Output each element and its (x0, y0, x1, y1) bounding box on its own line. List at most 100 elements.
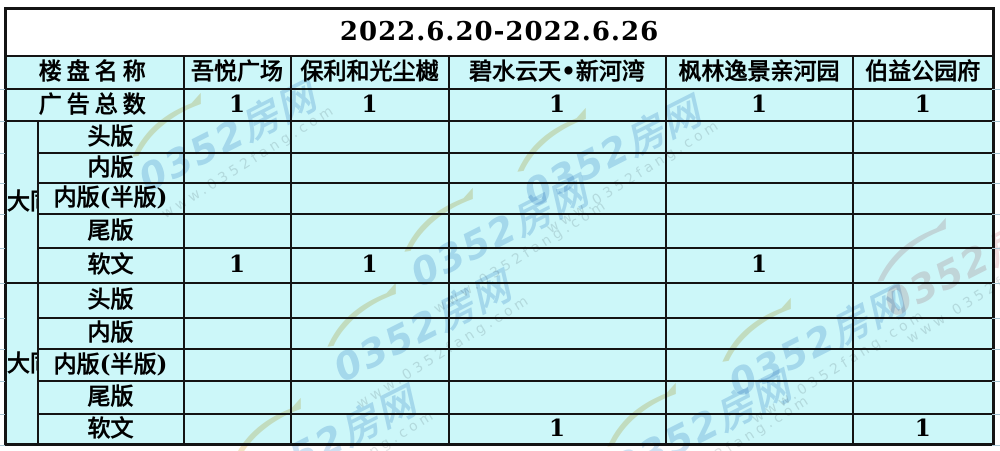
table-cell: 1 (289, 87, 450, 122)
table-cell (182, 379, 292, 415)
row-label: 软文 (36, 412, 185, 446)
header-row: 楼盘名称 吾悦广场 保利和光尘樾 碧水云天•新河湾 枫林逸景亲河园 伯益公园府 (4, 54, 995, 90)
ad-stats-table: 2022.6.20-2022.6.26 楼盘名称 吾悦广场 保利和光尘樾 碧水云… (4, 7, 996, 446)
table-cell (182, 316, 292, 350)
table-cell: 1 (182, 87, 292, 122)
table-cell (851, 379, 995, 415)
row-label: 尾版 (36, 212, 185, 249)
gridline-stub (0, 213, 5, 215)
table-cell (851, 181, 995, 215)
gridline-stub (0, 247, 5, 249)
gridline-stub (992, 88, 1000, 90)
column-header-property-name: 楼盘名称 (4, 54, 185, 90)
title-row: 2022.6.20-2022.6.26 (4, 7, 995, 57)
table-cell (664, 379, 854, 415)
table-row: 内版(半版) (6, 347, 995, 382)
table-cell (851, 151, 995, 184)
row-label: 内版 (36, 151, 185, 184)
table-cell (664, 412, 854, 446)
gridline-stub (992, 120, 1000, 122)
table-cell (182, 347, 292, 382)
table-row: 内版 (6, 151, 995, 184)
column-header-boyi-park: 伯益公园府 (851, 54, 995, 90)
date-range-title: 2022.6.20-2022.6.26 (4, 7, 995, 57)
gridline-stub (992, 380, 1000, 382)
gridline-stub (992, 152, 1000, 154)
table-cell (289, 379, 450, 415)
row-label: 软文 (36, 246, 185, 284)
row-label: 内版 (36, 316, 185, 350)
gridline-stub (0, 444, 5, 446)
gridline-stub (992, 444, 1000, 446)
table-cell (447, 246, 667, 284)
gridline-stub (992, 213, 1000, 215)
table-cell (182, 119, 292, 154)
gridline-stub (0, 88, 5, 90)
table-cell (851, 212, 995, 249)
table-cell (289, 151, 450, 184)
gridline-stub (992, 348, 1000, 350)
table-cell: 1 (664, 246, 854, 284)
table-cell (289, 212, 450, 249)
table-cell: 1 (289, 246, 450, 284)
table-row: 尾版 (6, 379, 995, 415)
table-cell (182, 281, 292, 319)
table-cell (182, 181, 292, 215)
table-cell (182, 151, 292, 184)
row-label: 内版(半版) (36, 181, 185, 215)
column-header-bishuiyuntian: 碧水云天•新河湾 (447, 54, 667, 90)
table-cell (289, 412, 450, 446)
table-cell (851, 119, 995, 154)
table-cell (289, 281, 450, 319)
table-row: 软文 1 1 1 (6, 246, 995, 284)
table-cell (664, 281, 854, 319)
gridline-stub (0, 413, 5, 415)
total-row: 广告总数 1 1 1 1 1 (4, 87, 995, 122)
gridline-stub (0, 317, 5, 319)
gridline-stub (0, 182, 5, 184)
column-header-fenglinyijing: 枫林逸景亲河园 (664, 54, 854, 90)
table-cell (851, 246, 995, 284)
column-header-wuyue-plaza: 吾悦广场 (182, 54, 292, 90)
table-cell (664, 181, 854, 215)
table-cell (182, 412, 292, 446)
table-cell (289, 347, 450, 382)
group-label-datong-daily: 大同日报 (4, 119, 39, 284)
table-cell: 1 (182, 246, 292, 284)
table-cell: 1 (851, 87, 995, 122)
table-cell (447, 281, 667, 319)
table-cell (664, 316, 854, 350)
gridline-stub (0, 152, 5, 154)
table-row: 软文 1 1 (6, 412, 995, 446)
table-cell (664, 347, 854, 382)
table-cell (289, 181, 450, 215)
row-label: 头版 (36, 281, 185, 319)
table-row: 内版 (6, 316, 995, 350)
table-cell (289, 316, 450, 350)
table-row: 尾版 (6, 212, 995, 249)
row-label: 内版(半版) (36, 347, 185, 382)
gridline-stub (0, 282, 5, 284)
gridline-stub (992, 282, 1000, 284)
table-cell (664, 212, 854, 249)
gridline-stub (992, 247, 1000, 249)
table-cell (447, 212, 667, 249)
table-cell (851, 347, 995, 382)
table-cell (289, 119, 450, 154)
table-cell (664, 119, 854, 154)
group-label-datong-evening: 大同晚报 (4, 281, 39, 446)
table-row: 内版(半版) (6, 181, 995, 215)
table-cell: 1 (664, 87, 854, 122)
column-header-poly: 保利和光尘樾 (289, 54, 450, 90)
gridline-stub (992, 413, 1000, 415)
gridline-stub (0, 348, 5, 350)
gridline-stub (992, 182, 1000, 184)
gridline-stub (992, 317, 1000, 319)
table-cell (447, 347, 667, 382)
table-cell (447, 316, 667, 350)
table-row: 大同晚报 头版 (4, 281, 995, 446)
table-cell (664, 151, 854, 184)
row-label: 尾版 (36, 379, 185, 415)
table-cell: 1 (447, 87, 667, 122)
table-cell (447, 151, 667, 184)
